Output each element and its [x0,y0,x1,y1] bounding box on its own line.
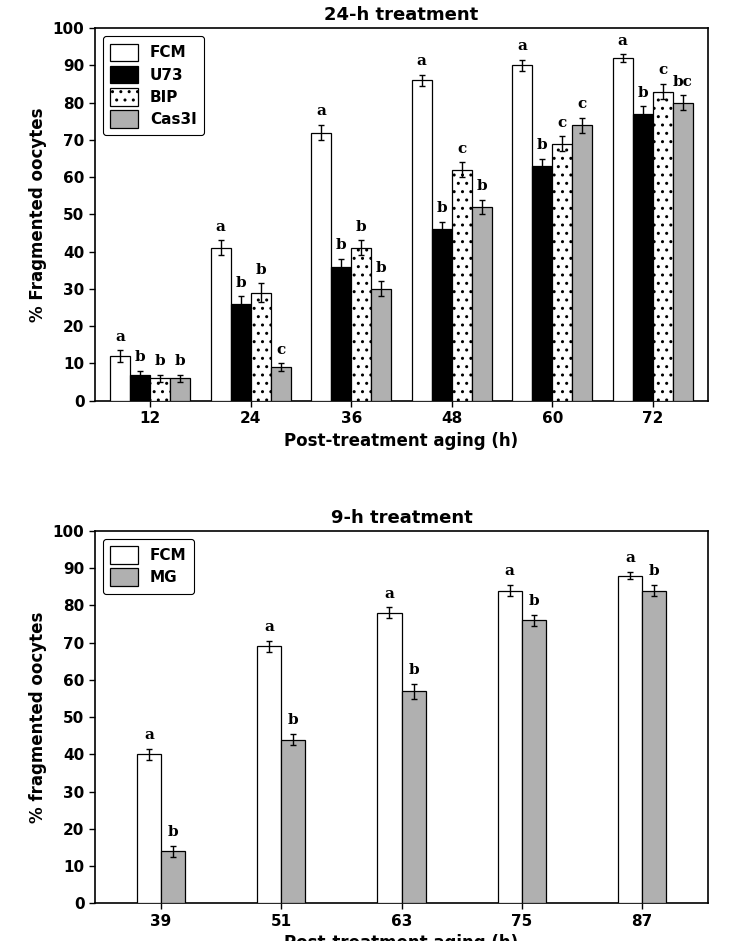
Bar [231,304,250,401]
Text: a: a [504,565,515,579]
Text: a: a [625,551,635,566]
X-axis label: Post-treatment aging (h): Post-treatment aging (h) [285,432,518,450]
Text: c: c [558,116,567,130]
Text: a: a [264,620,274,634]
Bar [412,80,431,401]
Bar [612,58,633,401]
Text: b: b [288,713,299,727]
Text: b: b [255,263,266,277]
Bar [633,114,653,401]
Text: a: a [316,104,326,119]
Bar [522,620,546,903]
Text: a: a [144,728,154,742]
Legend: FCM, MG: FCM, MG [102,538,194,594]
Text: b: b [135,350,145,364]
Text: b: b [649,565,659,579]
Text: b: b [408,663,419,677]
Text: a: a [417,54,426,68]
Bar [150,378,170,401]
Legend: FCM, U73, BIP, Cas3I: FCM, U73, BIP, Cas3I [102,36,204,136]
Text: b: b [437,201,447,215]
Bar [170,378,191,401]
Bar [331,266,351,401]
Bar [498,591,522,903]
Text: b: b [175,354,185,368]
Text: b: b [537,138,548,152]
Text: a: a [517,40,527,54]
Bar [271,367,291,401]
Text: b: b [336,238,347,252]
Text: b: b [529,594,539,608]
Bar [618,576,642,903]
Text: a: a [385,586,394,600]
Bar [311,133,331,401]
Text: b: b [637,86,648,100]
Bar [281,740,305,903]
Bar [250,293,271,401]
Bar [572,125,593,401]
Text: c: c [578,97,587,111]
Text: b: b [235,276,246,290]
Bar [130,375,150,401]
Bar [431,230,452,401]
Bar [553,144,572,401]
Title: 9-h treatment: 9-h treatment [331,509,472,527]
Bar [402,691,426,903]
Bar [372,289,391,401]
Text: a: a [115,329,125,343]
Bar [673,103,693,401]
Bar [452,169,472,401]
Bar [532,166,553,401]
Bar [257,646,281,903]
X-axis label: Post-treatment aging (h): Post-treatment aging (h) [285,934,518,941]
Bar [210,247,231,401]
Text: c: c [457,141,466,155]
Title: 24-h treatment: 24-h treatment [324,6,479,24]
Bar [377,613,402,903]
Text: bc: bc [673,74,693,88]
Text: c: c [658,63,667,77]
Text: a: a [215,220,226,233]
Y-axis label: % fragmented oocytes: % fragmented oocytes [29,612,47,822]
Text: b: b [168,825,178,839]
Bar [472,207,492,401]
Bar [512,66,532,401]
Bar [642,591,666,903]
Y-axis label: % Fragmented oocytes: % Fragmented oocytes [29,107,47,322]
Text: a: a [618,34,628,48]
Text: b: b [376,261,387,275]
Bar [653,91,673,401]
Bar [161,852,185,903]
Bar [351,247,372,401]
Text: b: b [356,220,366,233]
Text: b: b [477,179,487,193]
Text: c: c [276,343,285,357]
Bar [137,755,161,903]
Text: b: b [155,354,166,368]
Bar [110,356,130,401]
